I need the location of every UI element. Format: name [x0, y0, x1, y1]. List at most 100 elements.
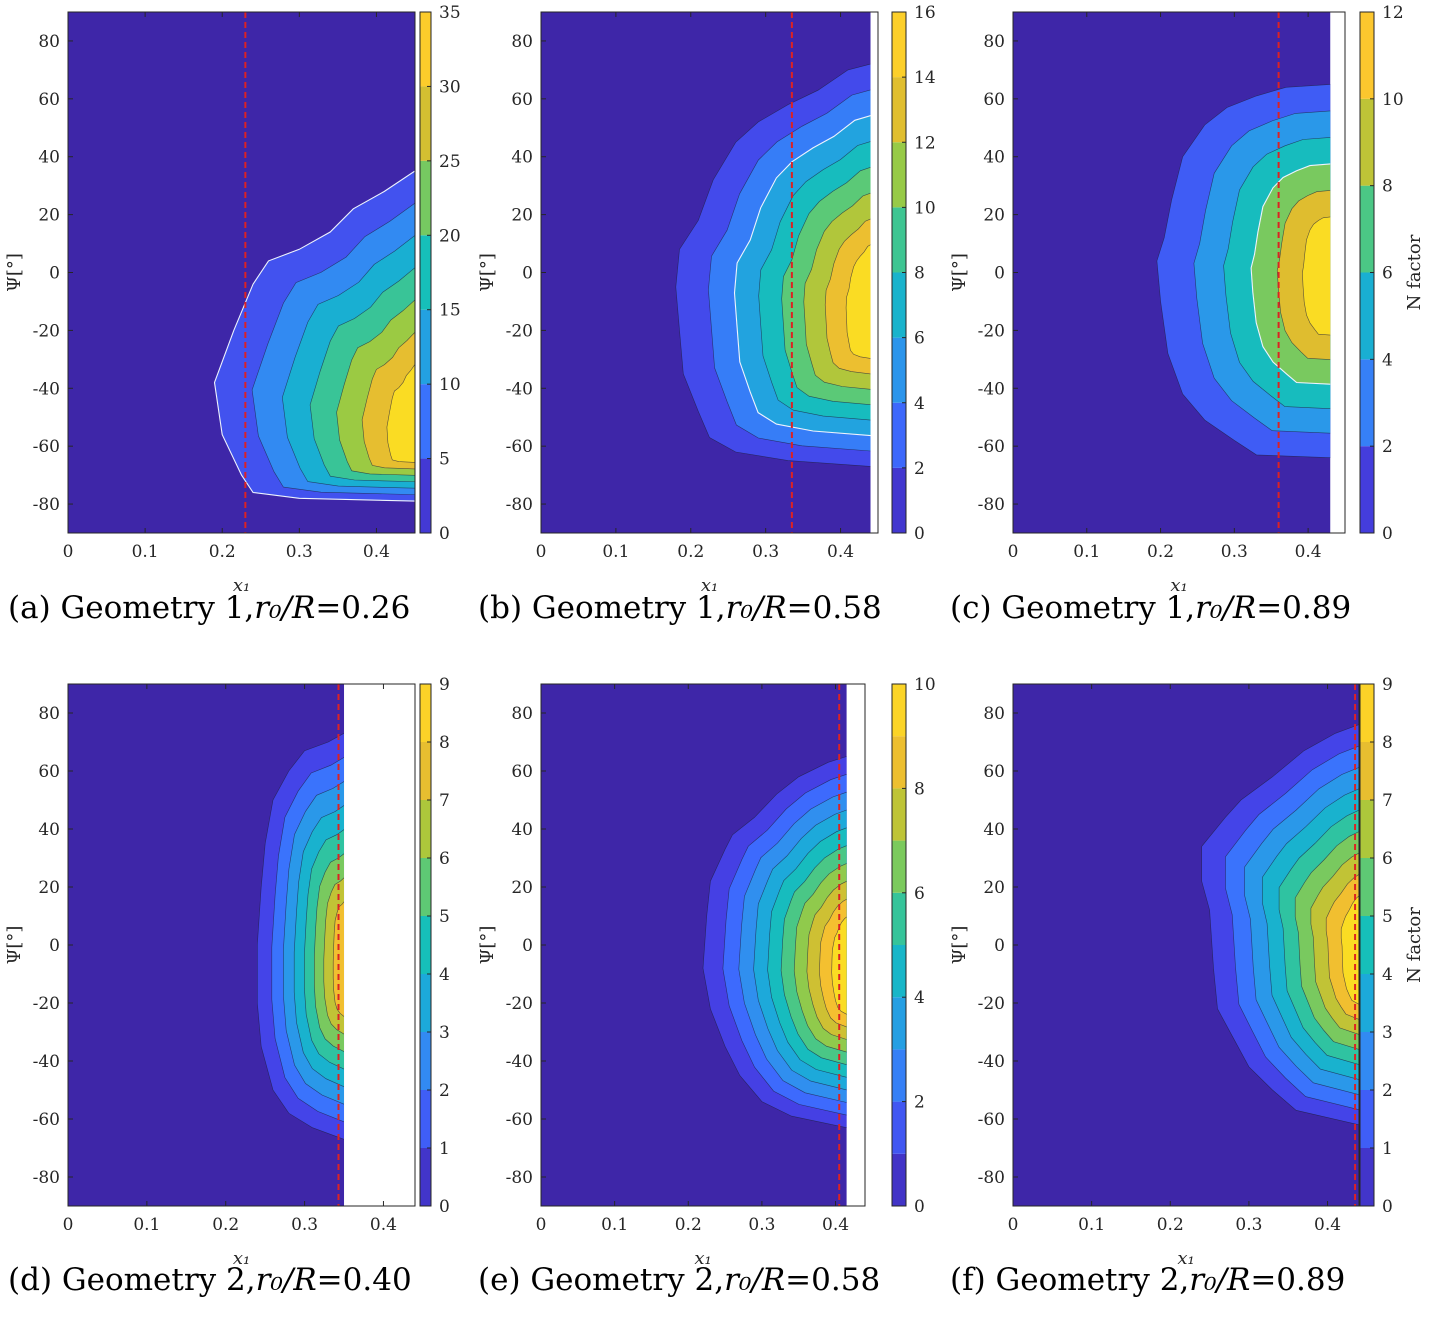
colorbar-segment [420, 974, 431, 1032]
colorbar: 0 2 4 6 8 10 [891, 675, 936, 1217]
chart-panel-4: 0 0.1 0.2 0.3 0.4-80-60-40-20020406080x₁Ψ[°]… [4, 675, 450, 1269]
x-tick-label: 0.4 [1314, 1215, 1341, 1235]
colorbar: 0 1 2 3 4 5 6 7 8 9 [419, 675, 450, 1217]
colorbar-segment [1360, 742, 1374, 800]
y-tick-label: 40 [983, 820, 1005, 840]
colorbar-tick-label: 0 [1382, 1197, 1393, 1217]
y-tick-label: -60 [506, 1110, 533, 1130]
caption-value: =0.26 [315, 590, 411, 626]
colorbar-tick-label: 3 [1382, 1023, 1393, 1043]
colorbar-segment [1360, 272, 1374, 360]
panel-caption-5: (e) Geometry 2,r₀/R=0.58 [478, 1262, 880, 1298]
colorbar-tick-label: 8 [439, 733, 450, 753]
y-tick-label: 40 [38, 148, 60, 168]
y-tick-label: 0 [522, 264, 533, 284]
y-tick-label: 0 [994, 936, 1005, 956]
y-tick-label: 60 [983, 762, 1005, 782]
colorbar-segment [1360, 185, 1374, 273]
y-tick-label: -20 [978, 994, 1005, 1014]
y-axis-label: Ψ[°] [949, 253, 970, 292]
colorbar-segment [892, 997, 906, 1050]
y-tick-label: 80 [511, 32, 533, 52]
colorbar: 0 2 4 6 8 10 12 N factor [1359, 3, 1425, 544]
colorbar-segment [420, 1148, 431, 1206]
caption-var: r₀/R [1189, 1262, 1251, 1298]
colorbar-tick-label: 2 [439, 1081, 450, 1101]
contour-highlight [213, 170, 415, 502]
colorbar-segment [1360, 1032, 1374, 1090]
colorbar-tick-label: 2 [1382, 1081, 1393, 1101]
contour-band-8 [332, 901, 345, 1017]
y-tick-label: 60 [38, 90, 60, 110]
y-axis-label: Ψ[°] [477, 926, 498, 965]
contour-bands [702, 756, 847, 1128]
colorbar-tick-label: 9 [439, 675, 450, 695]
x-tick-label: 0.1 [602, 542, 629, 562]
x-tick-label: 0.3 [1221, 542, 1248, 562]
colorbar-segment [1360, 1090, 1374, 1148]
y-tick-label: -20 [506, 994, 533, 1014]
colorbar-tick-label: 10 [1382, 90, 1404, 110]
y-tick-label: -40 [506, 1052, 533, 1072]
colorbar-label: N factor [1404, 907, 1425, 983]
x-tick-label: 0.2 [1157, 1215, 1184, 1235]
caption-text: Geometry 1, [60, 590, 255, 626]
colorbar-tick-label: 0 [914, 524, 925, 544]
colorbar-tick-label: 8 [1382, 733, 1393, 753]
colorbar-tick-label: 12 [1382, 3, 1404, 23]
caption-value: =0.89 [1250, 1262, 1346, 1298]
y-tick-label: 0 [49, 936, 60, 956]
x-axis-label: x₁ [1177, 1248, 1194, 1269]
contour-band-7 [386, 363, 415, 463]
y-tick-label: -40 [978, 1052, 1005, 1072]
panel-caption-4: (d) Geometry 2,r₀/R=0.40 [8, 1262, 412, 1298]
x-tick-label: 0 [536, 542, 547, 562]
y-tick-label: -20 [33, 321, 60, 341]
colorbar-segment [892, 684, 906, 737]
y-tick-label: 40 [983, 148, 1005, 168]
y-tick-label: 20 [983, 878, 1005, 898]
x-tick-label: 0.1 [1073, 542, 1100, 562]
colorbar-tick-label: 3 [439, 1023, 450, 1043]
y-tick-label: -40 [506, 379, 533, 399]
caption-var: r₀/R [254, 590, 316, 626]
colorbar-tick-label: 5 [1382, 907, 1393, 927]
y-tick-label: 0 [49, 264, 60, 284]
colorbar-segment [892, 337, 906, 403]
contour-bands [1201, 724, 1359, 1126]
y-tick-label: 80 [38, 32, 60, 52]
y-tick-label: 60 [511, 762, 533, 782]
colorbar-segment [892, 1101, 906, 1154]
panel-caption-2: (b) Geometry 1,r₀/R=0.58 [478, 590, 882, 626]
x-tick-label: 0.3 [291, 1215, 318, 1235]
y-tick-label: 80 [511, 704, 533, 724]
x-tick-label: 0 [63, 1215, 74, 1235]
y-axis-label: Ψ[°] [4, 253, 25, 292]
x-tick-label: 0 [1008, 542, 1019, 562]
y-tick-label: 80 [983, 704, 1005, 724]
colorbar-tick-label: 2 [914, 459, 925, 479]
colorbar-segment [420, 1032, 431, 1090]
y-tick-label: -80 [506, 1168, 533, 1188]
colorbar-segment [420, 916, 431, 974]
y-tick-label: 20 [38, 878, 60, 898]
colorbar-segment [420, 12, 431, 87]
colorbar-tick-label: 6 [914, 884, 925, 904]
colorbar-segment [1360, 446, 1374, 533]
x-tick-label: 0.4 [370, 1215, 397, 1235]
x-tick-label: 0.4 [822, 1215, 849, 1235]
colorbar-segment [1360, 12, 1374, 99]
x-tick-label: 0.2 [675, 1215, 702, 1235]
colorbar-segment [420, 800, 431, 858]
colorbar-tick-label: 0 [439, 1197, 450, 1217]
colorbar-box [419, 683, 432, 1207]
y-tick-label: 40 [511, 820, 533, 840]
y-tick-label: -60 [978, 1110, 1005, 1130]
y-tick-label: 20 [511, 206, 533, 226]
colorbar-tick-label: 4 [1382, 965, 1393, 985]
caption-var: r₀/R [1195, 590, 1257, 626]
colorbar-tick-label: 4 [439, 965, 450, 985]
y-tick-label: -40 [33, 1052, 60, 1072]
colorbar-tick-label: 8 [914, 779, 925, 799]
